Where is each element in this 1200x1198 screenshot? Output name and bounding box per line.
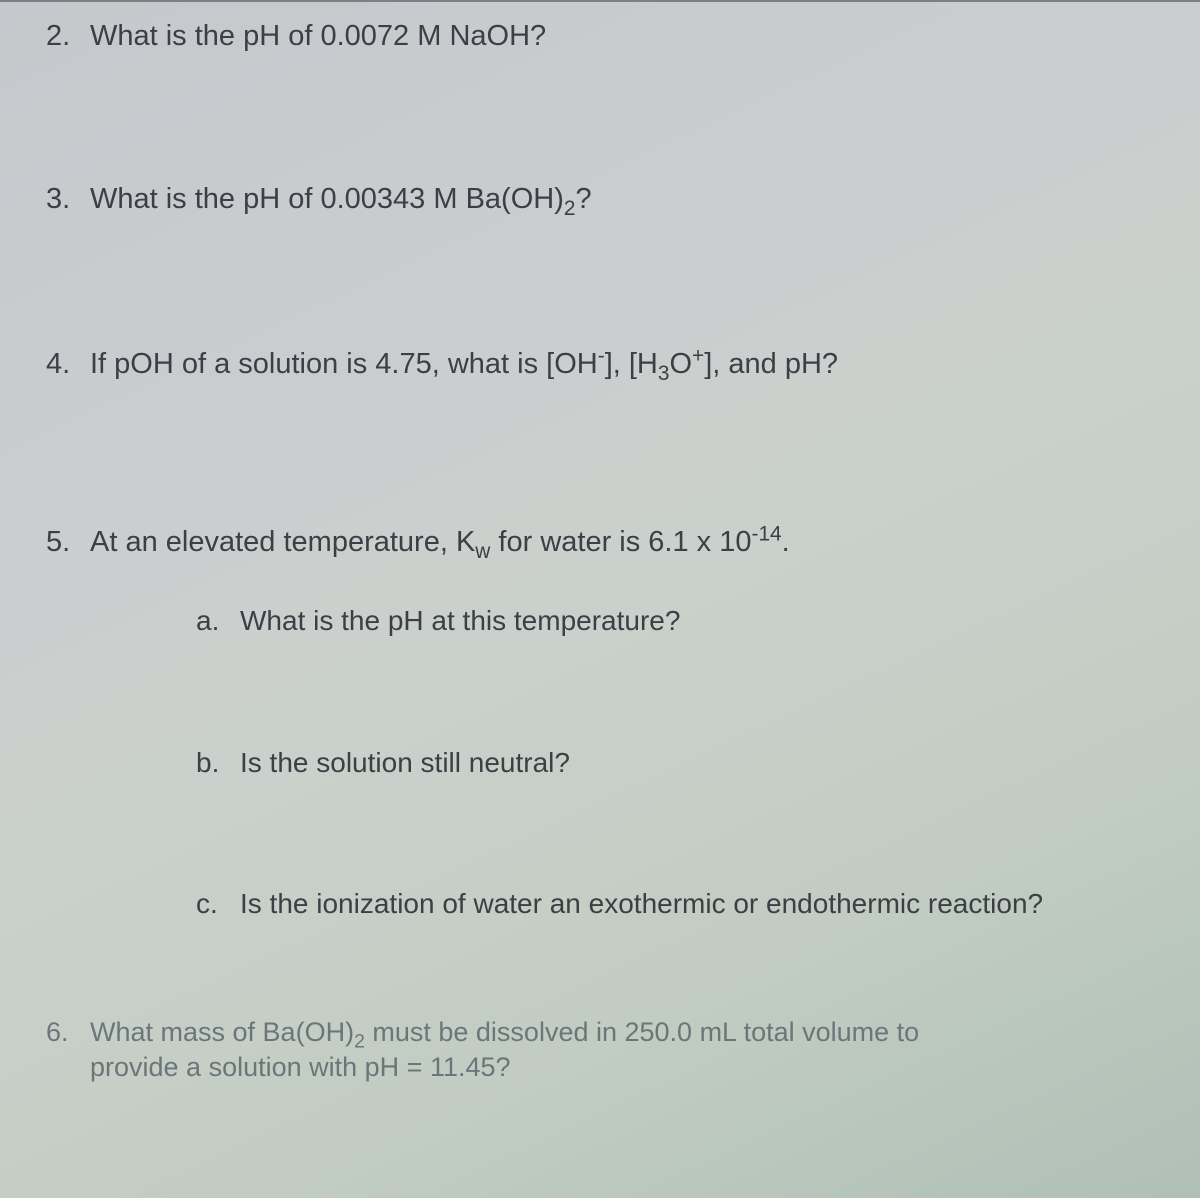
question-4: 4. If pOH of a solution is 4.75, what is… — [46, 346, 1164, 384]
worksheet-content: 2. What is the pH of 0.0072 M NaOH? 3. W… — [0, 0, 1200, 1085]
page-top-border — [0, 0, 1200, 2]
question-3: 3. What is the pH of 0.00343 M Ba(OH)2? — [46, 181, 1164, 219]
subitem-letter: c. — [196, 885, 240, 923]
question-number: 6. — [46, 1015, 90, 1050]
question-text: What mass of Ba(OH)2 must be dissolved i… — [90, 1015, 1164, 1050]
question-number: 5. — [46, 524, 90, 562]
subitem-text: Is the ionization of water an exothermic… — [240, 885, 1043, 923]
subitem-text: Is the solution still neutral? — [240, 744, 570, 782]
question-text: What is the pH of 0.00343 M Ba(OH)2? — [90, 181, 1164, 219]
question-text-continuation: provide a solution with pH = 11.45? — [90, 1050, 1164, 1085]
subitem-letter: a. — [196, 602, 240, 640]
question-5: 5. At an elevated temperature, Kw for wa… — [46, 524, 1164, 923]
question-text: What is the pH of 0.0072 M NaOH? — [90, 18, 1164, 56]
subitem-text: What is the pH at this temperature? — [240, 602, 680, 640]
subitem-a: a. What is the pH at this temperature? — [196, 602, 1164, 640]
subitem-c: c. Is the ionization of water an exother… — [196, 885, 1164, 923]
question-5-subitems: a. What is the pH at this temperature? b… — [196, 602, 1164, 923]
question-text: At an elevated temperature, Kw for water… — [90, 524, 1164, 562]
question-2: 2. What is the pH of 0.0072 M NaOH? — [46, 18, 1164, 56]
question-number: 2. — [46, 18, 90, 56]
question-text: If pOH of a solution is 4.75, what is [O… — [90, 346, 1164, 384]
subitem-b: b. Is the solution still neutral? — [196, 744, 1164, 782]
question-number: 4. — [46, 346, 90, 384]
subitem-letter: b. — [196, 744, 240, 782]
question-number: 3. — [46, 181, 90, 219]
question-6: 6. What mass of Ba(OH)2 must be dissolve… — [46, 1015, 1164, 1085]
